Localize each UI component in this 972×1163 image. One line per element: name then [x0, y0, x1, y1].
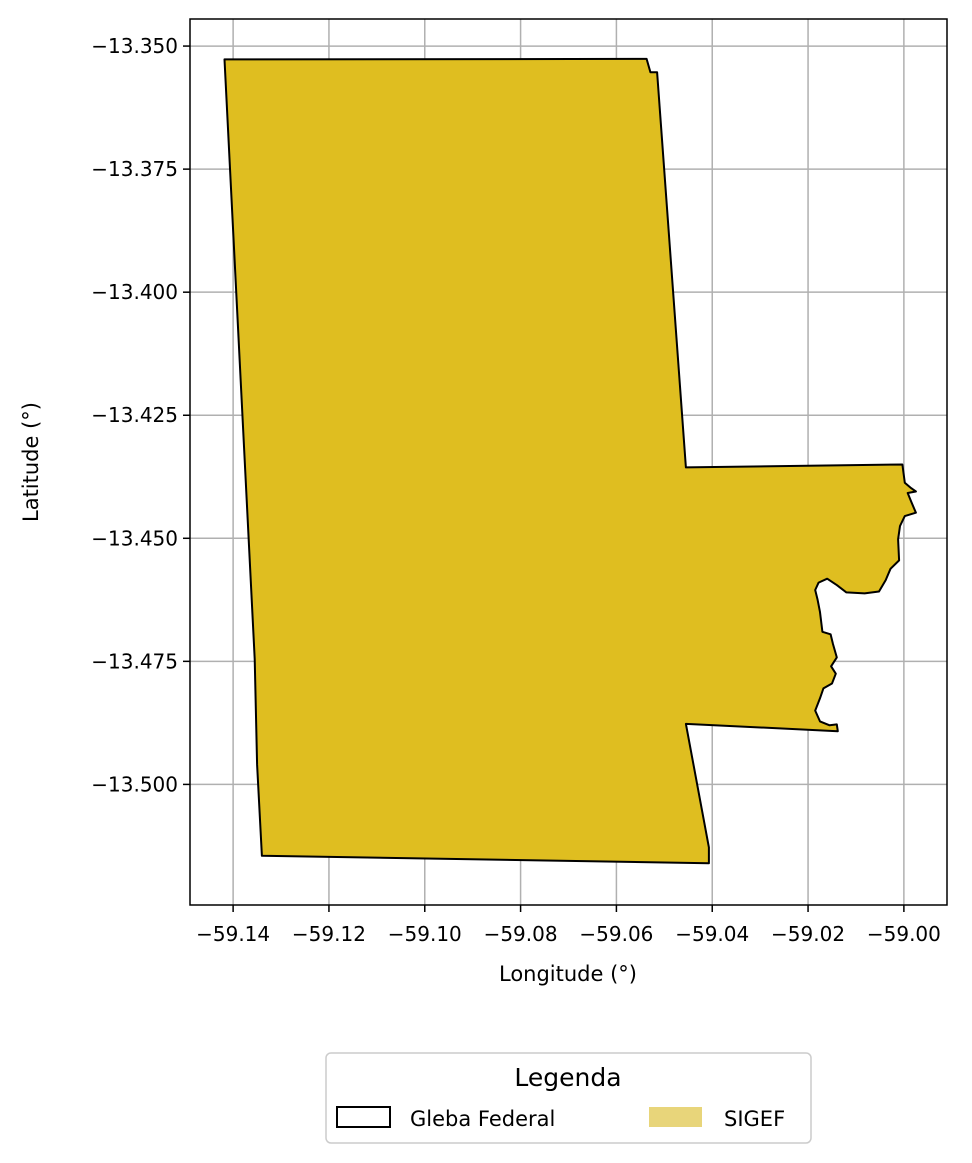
- y-tick-label: −13.450: [91, 526, 178, 550]
- axes-frame: [189, 18, 948, 906]
- y-tick-label: −13.350: [91, 34, 178, 58]
- x-axis-label: Longitude (°): [499, 962, 637, 986]
- x-tick-label: −59.14: [196, 922, 270, 946]
- y-tick-label: −13.375: [91, 157, 178, 181]
- y-axis: −13.350 −13.375 −13.400 −13.425 −13.450 −13.4…: [91, 34, 190, 796]
- legend-swatch-gleba-federal: [336, 1106, 391, 1128]
- x-tick-label: −59.12: [292, 922, 366, 946]
- legend: Legenda Gleba Federal SIGEF: [325, 1052, 812, 1144]
- y-tick-label: −13.475: [91, 649, 178, 673]
- legend-label-sigef: SIGEF: [724, 1107, 785, 1131]
- x-axis: −59.14 −59.12 −59.10 −59.08 −59.06 −59.04 −59.…: [196, 905, 941, 946]
- map-area: [223, 57, 917, 865]
- legend-title: Legenda: [514, 1063, 621, 1092]
- y-tick-label: −13.500: [91, 772, 178, 796]
- y-tick-label: −13.400: [91, 280, 178, 304]
- x-tick-label: −59.02: [771, 922, 845, 946]
- y-axis-label: Latitude (°): [19, 402, 43, 522]
- x-tick-label: −59.10: [388, 922, 462, 946]
- y-tick-label: −13.425: [91, 403, 178, 427]
- x-tick-label: −59.06: [579, 922, 653, 946]
- x-tick-label: −59.08: [484, 922, 558, 946]
- gleba-federal-polygon: [223, 57, 917, 865]
- x-tick-label: −59.04: [675, 922, 749, 946]
- legend-label-gleba-federal: Gleba Federal: [410, 1107, 555, 1131]
- x-tick-label: −59.00: [867, 922, 941, 946]
- legend-swatch-sigef: [649, 1107, 702, 1127]
